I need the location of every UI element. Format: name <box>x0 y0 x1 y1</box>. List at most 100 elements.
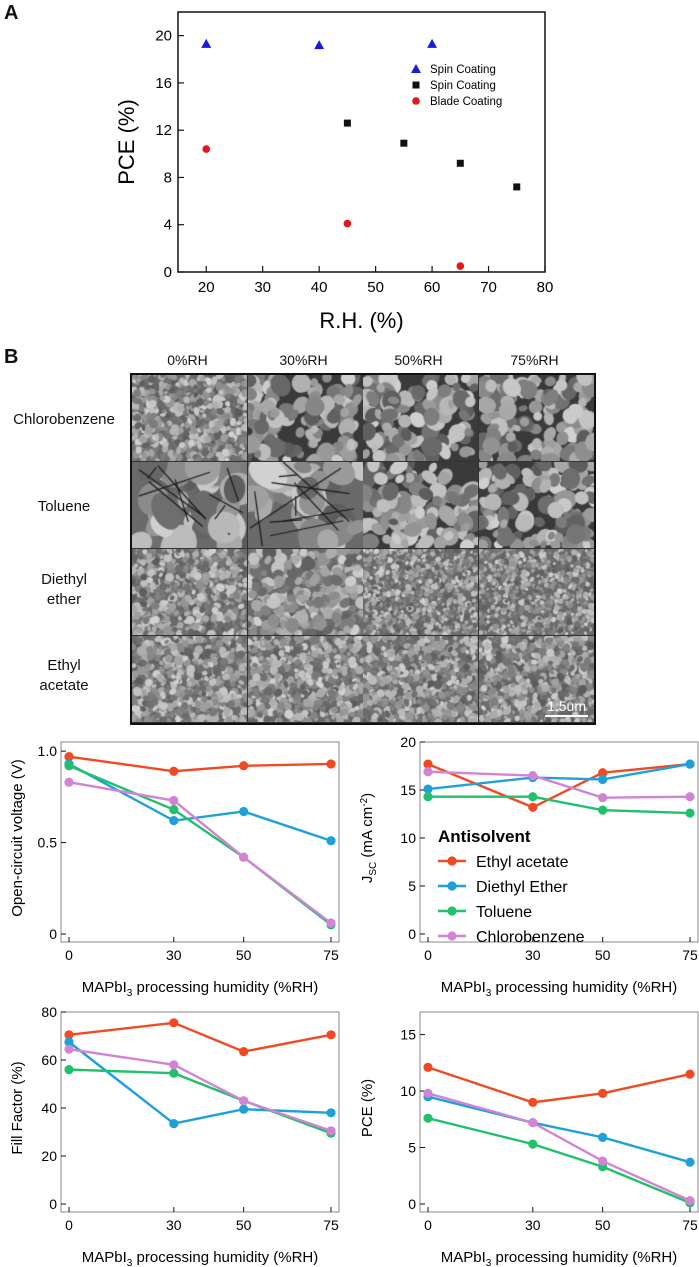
data-point <box>598 1132 608 1142</box>
sem-image-r3-c1 <box>248 636 363 722</box>
data-point <box>685 759 695 769</box>
sem-image-r2-c3 <box>479 549 594 635</box>
data-point <box>169 816 179 826</box>
x-tick-label: 75 <box>323 947 339 963</box>
data-point <box>598 793 608 803</box>
data-point <box>685 792 695 802</box>
x-tick-label: 0 <box>65 1217 73 1233</box>
legend-marker <box>447 906 457 916</box>
data-point <box>423 767 433 777</box>
data-point <box>64 1037 74 1047</box>
sem-image-r0-c3 <box>479 375 594 461</box>
y-tick-label: 0 <box>408 926 416 942</box>
x-tick-label: 75 <box>682 947 698 963</box>
x-tick-label: 50 <box>595 1217 611 1233</box>
legend-marker <box>447 881 457 891</box>
data-point-triangle <box>427 38 438 48</box>
data-point <box>423 792 433 802</box>
sem-image-r0-c0 <box>132 375 247 461</box>
series-line <box>68 1041 332 1125</box>
sem-row-label-diethyl-ether: Diethyl ether <box>41 571 87 608</box>
y-tick-label: 80 <box>41 1004 57 1020</box>
x-tick-label: 50 <box>236 1217 252 1233</box>
plot-frame <box>60 1011 340 1213</box>
sem-row-label-toluene: Toluene <box>37 498 91 515</box>
x-axis-label: MAPbI3 processing humidity (%RH) <box>82 979 318 998</box>
data-point <box>169 766 179 776</box>
legend-marker-square <box>412 81 420 89</box>
sem-image-r1-c2 <box>363 462 478 548</box>
data-point <box>169 805 179 815</box>
data-point <box>423 784 433 794</box>
line-chart-pce: 0 30 50 75 0 5 10 15 MAPbI3 processing humidity … <box>359 1011 699 1267</box>
data-point <box>685 1069 695 1079</box>
sem-image-r2-c1 <box>248 549 363 635</box>
series-line <box>427 1066 691 1104</box>
data-point <box>598 1088 608 1098</box>
data-point <box>64 777 74 787</box>
y-axis-label: JSC (mA cm-2) <box>359 793 379 883</box>
sem-image-r1-c3 <box>479 462 594 548</box>
x-tick-label: 75 <box>682 1217 698 1233</box>
data-point-square <box>513 183 521 191</box>
y-tick-label: 40 <box>41 1100 57 1116</box>
y-tick-label: 0 <box>49 926 57 942</box>
line-chart-open-circuit-voltage: 0 30 50 75 0 0.5 1.0 MAPbI3 processing humidity… <box>9 741 340 998</box>
data-point <box>423 1062 433 1072</box>
legend-title: Antisolvent <box>438 827 531 846</box>
data-point <box>528 1118 538 1128</box>
series-line <box>68 781 332 924</box>
y-tick-label: 20 <box>155 28 172 45</box>
sem-image-r0-c1 <box>248 375 363 461</box>
scatter-chart-pce-vs-rh: 20 30 40 50 60 70 80 0 4 8 12 16 20 R.H. (%) PCE (%) Sp… <box>114 11 553 333</box>
data-point <box>685 1196 695 1206</box>
x-tick-label: 0 <box>424 1217 432 1233</box>
series-line <box>427 762 691 791</box>
data-point <box>423 1088 433 1098</box>
scale-bar: 1.5um <box>545 698 588 717</box>
sem-image-r1-c0 <box>132 462 247 548</box>
y-tick-label: 8 <box>164 169 172 186</box>
data-point <box>423 759 433 769</box>
sem-image-grid: 1.5um <box>130 373 596 725</box>
panel-label-b: B <box>4 346 19 368</box>
data-point <box>239 806 249 817</box>
series-line <box>427 770 691 799</box>
data-point-triangle <box>201 38 212 48</box>
y-tick-label: 10 <box>400 830 416 846</box>
y-tick-label: 12 <box>155 122 172 139</box>
y-tick-label: 20 <box>400 734 416 750</box>
plot-frame <box>177 11 546 273</box>
series-line <box>427 762 691 809</box>
x-tick-label: 30 <box>525 947 541 963</box>
legend-marker-triangle <box>411 64 421 73</box>
sem-image-r2-c0 <box>132 549 247 635</box>
plot-frame <box>60 741 340 943</box>
data-point <box>326 918 336 928</box>
x-tick-label: 30 <box>254 279 271 296</box>
data-point <box>239 1047 249 1057</box>
sem-row-label-chlorobenzene: Chlorobenzene <box>13 411 115 428</box>
x-tick-label: 50 <box>367 279 384 296</box>
data-point <box>326 836 336 846</box>
data-point <box>423 1113 433 1123</box>
y-axis-label: Fill Factor (%) <box>9 1061 26 1154</box>
legend-label: Chlorobenzene <box>476 929 585 946</box>
legend-label: Spin Coating <box>430 80 496 92</box>
panel-label-a: A <box>4 2 19 24</box>
x-axis-label: MAPbI3 processing humidity (%RH) <box>82 1249 318 1267</box>
data-point <box>598 1156 608 1166</box>
y-tick-label: 4 <box>164 217 172 234</box>
y-tick-label: 15 <box>400 782 416 798</box>
x-tick-label: 50 <box>236 947 252 963</box>
sem-image-r3-c2 <box>363 636 478 722</box>
data-point <box>528 1139 538 1149</box>
data-point-circle <box>202 145 211 153</box>
y-axis-label: PCE (%) <box>114 99 139 185</box>
data-point <box>598 774 608 785</box>
plot-frame <box>419 741 699 943</box>
y-tick-label: 1.0 <box>38 743 58 759</box>
y-tick-label: 16 <box>155 75 172 92</box>
y-tick-label: 0 <box>164 264 172 281</box>
x-tick-label: 60 <box>424 279 441 296</box>
